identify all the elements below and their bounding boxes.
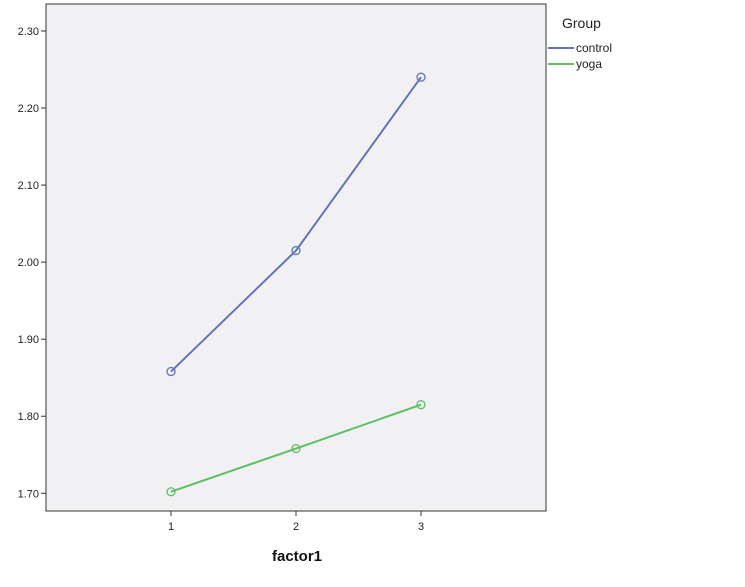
x-tick-label: 3 <box>418 521 424 533</box>
y-tick-label: 2.00 <box>18 257 39 269</box>
x-axis-title: factor1 <box>272 548 322 565</box>
x-axis: 1 2 3 <box>168 511 424 533</box>
y-tick-label: 2.30 <box>18 26 39 38</box>
legend-label: control <box>576 41 612 55</box>
series-line <box>170 403 422 493</box>
y-tick-label: 1.70 <box>18 488 39 500</box>
data-point <box>291 245 301 256</box>
legend-title: Group <box>562 15 601 31</box>
legend-label: yoga <box>576 57 602 71</box>
data-point <box>291 443 301 454</box>
y-tick-label: 2.10 <box>18 180 39 192</box>
series-layer <box>166 72 426 497</box>
data-point <box>416 72 426 82</box>
series-line <box>170 76 422 373</box>
x-tick-label: 2 <box>293 521 299 533</box>
x-tick-label: 1 <box>168 521 174 533</box>
data-point <box>416 400 426 410</box>
series-control <box>166 72 426 377</box>
data-point <box>166 487 176 497</box>
plot-area <box>45 3 547 512</box>
y-tick-label: 2.20 <box>18 103 39 115</box>
y-axis: 1.70 1.80 1.90 2.00 2.10 2.20 2.30 <box>18 26 46 500</box>
y-tick-label: 1.80 <box>18 411 39 423</box>
legend: Group control yoga <box>548 15 612 71</box>
data-point <box>166 366 176 377</box>
y-tick-label: 1.90 <box>18 334 39 346</box>
series-yoga <box>166 400 426 497</box>
